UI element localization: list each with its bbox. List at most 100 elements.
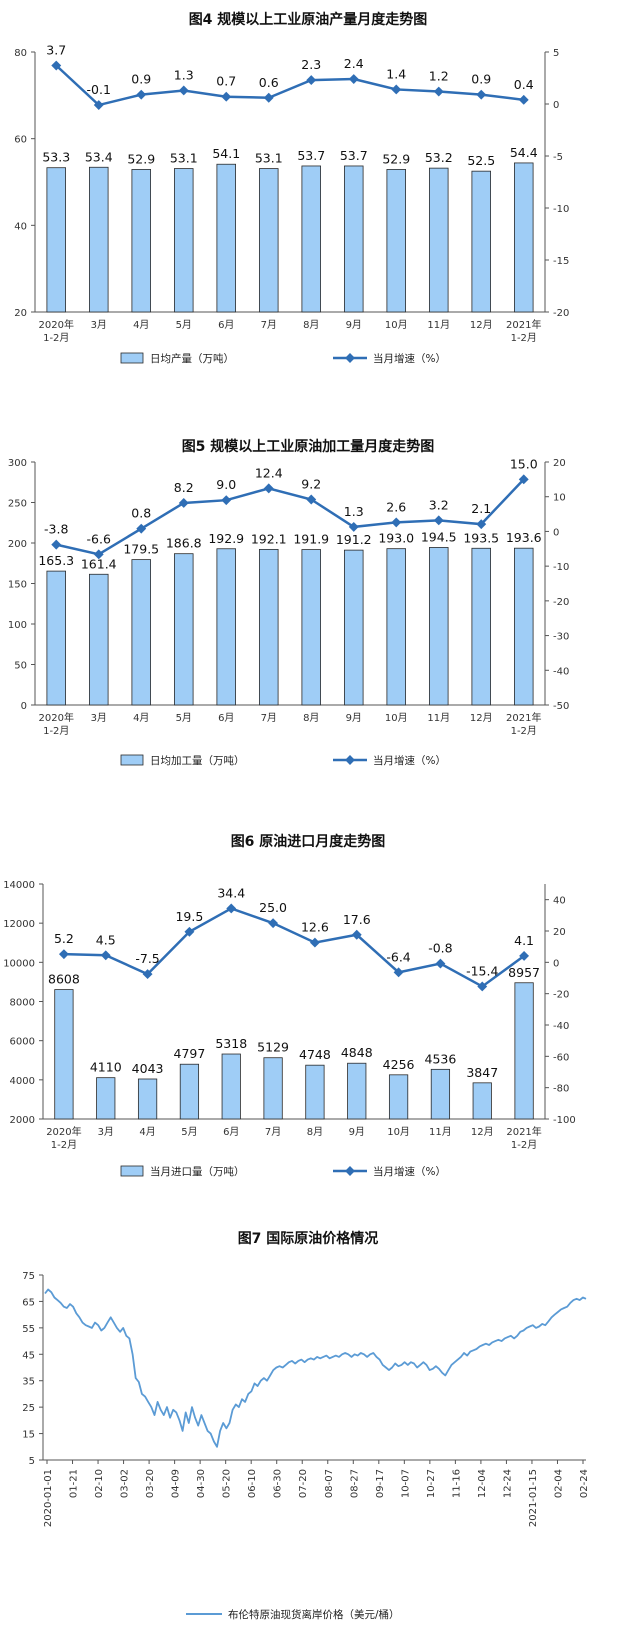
- chart-svg: 图7 国际原油价格情况 5 15 25 35 45 55 65 75 2020-01-01 01-2…: [22, 1230, 590, 1621]
- y-tick-label: 45: [22, 1350, 35, 1361]
- bar: [301, 165, 321, 313]
- growth-value-label: 4.5: [96, 932, 116, 947]
- left-tick-label: 4000: [10, 1076, 35, 1087]
- legend-line-label: 当月增速（%）: [373, 352, 446, 365]
- growth-marker: [391, 84, 402, 95]
- x-tick-label: 12月: [470, 319, 493, 331]
- bar-value-label: 161.4: [81, 556, 117, 571]
- growth-marker: [476, 89, 487, 100]
- chart-fig7: 图7 国际原油价格情况 5 15 25 35 45 55 65 75 2020-01-01 01-2…: [0, 1215, 617, 1631]
- growth-value-label: 0.6: [259, 75, 279, 90]
- bar-value-label: 53.7: [297, 148, 325, 163]
- bar-value-label: 4848: [341, 1045, 373, 1060]
- bar: [428, 167, 449, 313]
- growth-marker: [263, 92, 274, 103]
- y-tick-label: 25: [22, 1403, 35, 1414]
- x-tick-label: 2021年 1-2月: [506, 318, 541, 344]
- growth-value-label: 1.3: [344, 504, 364, 519]
- x-tick-label: 10月: [385, 712, 408, 724]
- bar-value-label: 192.9: [208, 531, 244, 546]
- left-tick-label: 50: [14, 661, 27, 672]
- right-tick-label: -50: [553, 701, 569, 712]
- x-tick-label: 7月: [261, 712, 277, 724]
- bar-value-label: 192.1: [251, 531, 287, 546]
- left-tick-label: 10000: [3, 958, 35, 969]
- bar: [221, 1053, 241, 1120]
- growth-marker: [518, 94, 529, 105]
- x-tick-label: 11月: [427, 712, 450, 724]
- x-tick-label: 2020-01-01: [43, 1469, 54, 1527]
- growth-marker: [221, 495, 232, 506]
- legend-bar-swatch: [120, 1165, 144, 1177]
- bar: [471, 170, 491, 313]
- x-tick-label: 5月: [181, 1126, 197, 1138]
- x-tick-label: 02-24: [579, 1469, 590, 1498]
- growth-value-label: 2.3: [301, 57, 321, 72]
- bar: [430, 1068, 451, 1120]
- left-tick-label: 200: [8, 539, 27, 550]
- x-tick-label: 10月: [385, 319, 408, 331]
- left-tick-label: 40: [14, 221, 27, 232]
- chart-fig5: 图5 规模以上工业原油加工量月度走势图 0 50 100 150 200 250 300 20 1…: [0, 420, 617, 795]
- growth-value-label: 12.6: [301, 920, 329, 935]
- bar-value-label: 193.6: [506, 530, 542, 545]
- x-tick-label: 12-24: [502, 1469, 513, 1498]
- y-tick-label: 65: [22, 1297, 35, 1308]
- growth-value-label: 0.4: [514, 77, 534, 92]
- growth-marker: [51, 539, 62, 550]
- growth-marker: [351, 929, 362, 940]
- right-tick-label: -40: [553, 666, 569, 677]
- y-tick-label: 35: [22, 1377, 35, 1388]
- growth-marker: [519, 950, 530, 961]
- chart-svg: 图4 规模以上工业原油产量月度走势图 20 40 60 80 5 0 -5 -10 -15 -20 5…: [14, 11, 569, 365]
- growth-marker: [58, 949, 69, 960]
- x-tick-label: 5月: [176, 319, 192, 331]
- left-tick-label: 150: [8, 580, 27, 591]
- growth-marker: [221, 91, 232, 102]
- bar-value-label: 8608: [48, 972, 80, 987]
- bar-value-label: 5129: [257, 1040, 289, 1055]
- left-tick-label: 60: [14, 135, 27, 146]
- x-tick-label: 09-17: [375, 1469, 386, 1498]
- right-tick-label: 0: [553, 527, 559, 538]
- growth-marker: [226, 903, 237, 914]
- bar-value-label: 4797: [174, 1046, 206, 1061]
- growth-value-label: -15.4: [466, 963, 498, 978]
- right-tick-label: -20: [553, 308, 569, 319]
- x-tick-label: 5月: [176, 712, 192, 724]
- chart-svg: 图6 原油进口月度走势图 2000 4000 6000 8000 10000 12000 14…: [3, 833, 576, 1178]
- legend-line-label: 当月增速（%）: [373, 754, 446, 767]
- bar-value-label: 186.8: [166, 536, 202, 551]
- x-tick-label: 12月: [470, 712, 493, 724]
- y-tick-label: 75: [22, 1271, 35, 1282]
- legend-bar-swatch: [120, 754, 144, 766]
- right-tick-label: -80: [553, 1084, 569, 1095]
- x-tick-label: 9月: [346, 712, 362, 724]
- growth-marker: [268, 918, 279, 929]
- growth-marker: [433, 86, 444, 97]
- growth-marker: [309, 937, 320, 948]
- x-tick-label: 2021年 1-2月: [506, 1125, 541, 1151]
- x-tick-label: 3月: [91, 712, 107, 724]
- growth-value-label: 9.2: [301, 476, 321, 491]
- x-tick-label: 03-20: [145, 1469, 156, 1498]
- growth-marker: [348, 521, 359, 532]
- bar: [514, 547, 534, 706]
- right-tick-label: -100: [553, 1115, 576, 1126]
- growth-value-label: 34.4: [217, 885, 245, 900]
- right-tick-label: 0: [553, 958, 559, 969]
- legend-bar-label: 日均加工量（万吨）: [150, 754, 245, 767]
- right-tick-label: -40: [553, 1021, 569, 1032]
- bar: [131, 559, 151, 706]
- growth-value-label: 4.1: [514, 933, 534, 948]
- left-tick-label: 12000: [3, 919, 35, 930]
- left-tick-label: 300: [8, 458, 27, 469]
- x-tick-label: 6月: [223, 1126, 239, 1138]
- bar-value-label: 191.2: [336, 532, 372, 547]
- bar-value-label: 8957: [508, 965, 540, 980]
- bar-value-label: 191.9: [293, 532, 329, 547]
- right-tick-label: 10: [553, 493, 566, 504]
- right-tick-label: 0: [553, 100, 559, 111]
- x-tick-label: 01-21: [69, 1469, 80, 1498]
- growth-value-label: 17.6: [343, 912, 371, 927]
